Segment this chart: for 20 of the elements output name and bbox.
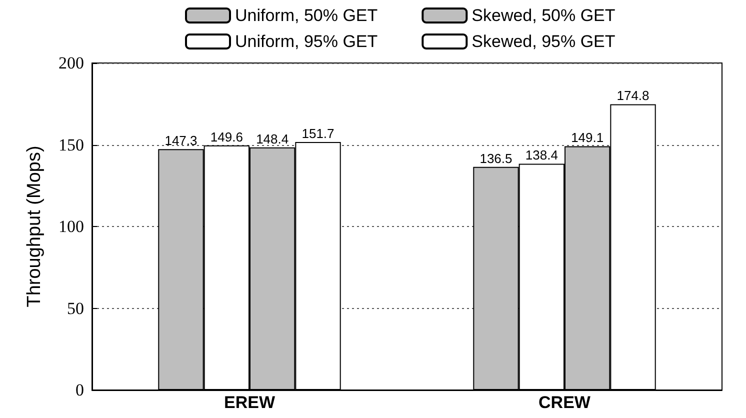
x-tick-label: CREW xyxy=(538,393,592,412)
data-label: 151.7 xyxy=(302,126,334,141)
legend-label: Uniform, 95% GET xyxy=(235,32,378,51)
data-label: 136.5 xyxy=(480,150,512,166)
y-axis-title: Throughput (Mops) xyxy=(24,146,45,308)
x-tick-label: EREW xyxy=(224,393,276,412)
data-label: 147.3 xyxy=(164,133,198,148)
legend-label: Skewed, 95% GET xyxy=(472,32,616,51)
y-tick-label: 100 xyxy=(58,217,84,236)
legend-label: Uniform, 50% GET xyxy=(235,6,378,25)
data-label: 148.4 xyxy=(256,131,289,146)
data-label: 138.4 xyxy=(525,148,558,163)
y-tick-label: 200 xyxy=(58,54,84,72)
data-label: 149.1 xyxy=(571,130,604,146)
y-tick-label: 50 xyxy=(67,298,84,318)
legend-label: Skewed, 50% GET xyxy=(472,6,616,25)
y-tick-label: 150 xyxy=(58,135,84,154)
data-label: 149.6 xyxy=(210,129,243,144)
y-tick-label: 0 xyxy=(76,380,84,400)
data-label: 174.8 xyxy=(616,88,650,104)
